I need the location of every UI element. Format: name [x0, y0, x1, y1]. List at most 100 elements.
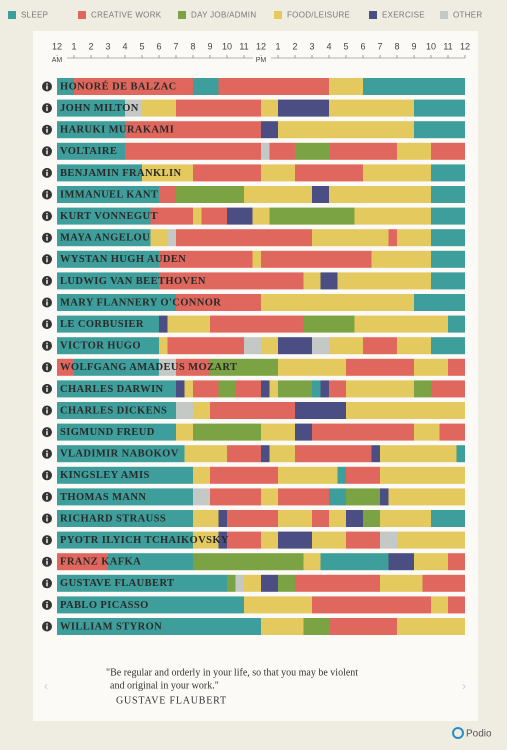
activity-segment — [431, 272, 465, 290]
pm-bg — [253, 56, 271, 64]
activity-segment — [261, 423, 295, 441]
info-icon[interactable] — [42, 448, 52, 459]
info-icon-dot — [46, 623, 48, 625]
info-icon[interactable] — [42, 491, 52, 502]
prev-arrow[interactable]: ‹ — [44, 679, 48, 693]
info-icon[interactable] — [42, 211, 52, 222]
activity-segment — [184, 445, 227, 463]
info-icon[interactable] — [42, 513, 52, 524]
activity-segment — [388, 229, 397, 247]
info-icon-dot — [46, 385, 48, 388]
activity-segment — [57, 142, 125, 160]
activity-segment — [227, 510, 278, 527]
info-icon[interactable] — [42, 340, 52, 351]
info-icon[interactable] — [42, 599, 52, 610]
activity-segment — [295, 164, 363, 182]
info-icon[interactable] — [42, 535, 52, 546]
x-tick-label: 9 — [411, 41, 416, 51]
legend-swatch — [78, 11, 86, 19]
info-icon[interactable] — [42, 189, 52, 200]
info-icon-bar — [46, 474, 48, 479]
activity-segment — [244, 186, 312, 203]
activity-segment — [261, 121, 278, 139]
legend-swatch — [178, 11, 186, 19]
info-icon[interactable] — [42, 319, 52, 330]
info-icon[interactable] — [42, 103, 52, 114]
info-icon[interactable] — [42, 427, 52, 438]
info-icon[interactable] — [42, 146, 52, 157]
activity-segment — [388, 553, 414, 571]
info-icon-dot — [46, 320, 48, 323]
activity-segment — [354, 315, 448, 333]
activity-segment — [218, 531, 227, 549]
activity-segment — [380, 574, 423, 592]
info-icon[interactable] — [42, 275, 52, 286]
activity-segment — [261, 164, 295, 182]
person-name: LE CORBUSIER — [60, 319, 144, 330]
activity-segment — [57, 531, 193, 549]
activity-segment — [329, 99, 414, 117]
activity-segment — [193, 207, 202, 225]
info-icon[interactable] — [42, 167, 52, 178]
info-icon[interactable] — [42, 297, 52, 308]
info-icon[interactable] — [42, 405, 52, 416]
activity-segment — [74, 78, 193, 95]
activity-segment — [431, 229, 465, 247]
info-icon[interactable] — [42, 470, 52, 481]
activity-segment — [57, 164, 142, 182]
info-icon-bar — [46, 258, 48, 263]
activity-segment — [329, 337, 363, 355]
activity-segment — [456, 445, 465, 463]
info-icon[interactable] — [42, 578, 52, 589]
activity-segment — [414, 380, 431, 398]
activity-segment — [244, 337, 261, 355]
activity-segment — [193, 553, 304, 571]
activity-segment — [414, 423, 440, 441]
activity-segment — [278, 574, 295, 592]
info-icon-dot — [46, 536, 48, 539]
info-icon[interactable] — [42, 556, 52, 567]
activity-segment — [57, 466, 193, 484]
activity-segment — [312, 186, 329, 203]
activity-segment — [388, 488, 465, 506]
info-icon-dot — [46, 277, 48, 280]
info-icon-bar — [46, 582, 48, 587]
info-icon-dot — [46, 212, 48, 215]
info-icon[interactable] — [42, 124, 52, 135]
quote-line: "Be regular and orderly in your life, so… — [106, 667, 358, 678]
person-name: WYSTAN HUGH AUDEN — [60, 254, 186, 265]
info-icon[interactable] — [42, 232, 52, 243]
info-icon[interactable] — [42, 383, 52, 394]
info-icon[interactable] — [42, 362, 52, 373]
activity-segment — [397, 142, 431, 160]
info-icon-bar — [46, 517, 48, 522]
activity-segment — [312, 510, 329, 527]
activity-segment — [57, 358, 74, 376]
activity-segment — [261, 142, 270, 160]
x-tick-label: 2 — [292, 41, 297, 51]
x-tick-label: 12 — [256, 41, 266, 51]
info-icon-bar — [46, 539, 48, 544]
activity-segment — [227, 574, 236, 592]
activity-segment — [57, 618, 261, 635]
info-icon-bar — [46, 323, 48, 328]
activity-segment — [261, 531, 278, 549]
activity-segment — [363, 78, 465, 95]
activity-segment — [193, 164, 261, 182]
info-icon[interactable] — [42, 81, 52, 92]
activity-segment — [57, 294, 176, 311]
activity-segment — [312, 380, 321, 398]
next-arrow[interactable]: › — [462, 679, 466, 693]
info-icon[interactable] — [42, 621, 52, 632]
activity-segment — [431, 164, 465, 182]
info-icon-bar — [46, 495, 48, 500]
activity-segment — [431, 510, 465, 527]
activity-segment — [346, 488, 380, 506]
x-tick-label: 1 — [275, 41, 280, 51]
x-tick-label: 1 — [71, 41, 76, 51]
activity-segment — [431, 596, 448, 614]
activity-segment — [227, 445, 261, 463]
activity-segment — [57, 445, 185, 463]
activity-segment — [329, 142, 397, 160]
info-icon[interactable] — [42, 254, 52, 265]
